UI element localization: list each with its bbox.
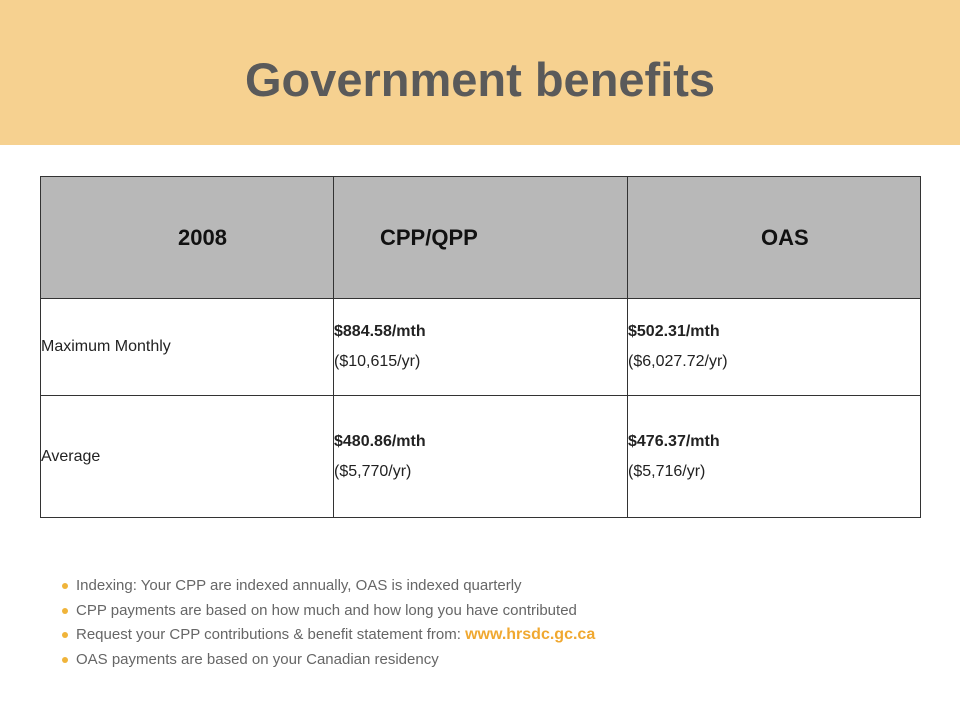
bullet-dot-icon: [62, 607, 68, 614]
bullet-text-request: Request your CPP contributions & benefit…: [76, 626, 466, 643]
oas-max-yearly: ($6,027.72/yr): [628, 353, 728, 370]
page-title: Government benefits: [244, 53, 716, 106]
cpp-avg-yearly: ($5,770/yr): [334, 462, 412, 480]
cpp-max-monthly: $884.58/mth: [334, 323, 426, 340]
cpp-avg-monthly: $480.86/mth: [334, 432, 426, 450]
header-year: 2008: [40, 176, 334, 299]
list-item: OAS payments are based on your Canadian …: [62, 648, 595, 673]
bullet-text-indexing: Indexing: Your CPP are indexed annually,…: [76, 577, 522, 594]
bullet-dot-icon: [62, 656, 68, 663]
bullet-dot-icon: [62, 632, 68, 638]
oas-avg-yearly: ($5,716/yr): [628, 462, 706, 480]
oas-max-monthly: $502.31/mth: [628, 323, 720, 340]
table-header-row: 2008 CPP/QPP OAS: [40, 176, 921, 299]
hrsdc-link[interactable]: www.hrsdc.gc.ca: [465, 626, 596, 643]
header-band: [0, 0, 960, 145]
benefits-table: 2008 CPP/QPP OAS Maximum Monthly $884.58…: [40, 176, 921, 518]
bullet-dot-icon: [62, 583, 68, 589]
cell-cpp-average: $480.86/mth ($5,770/yr): [333, 395, 628, 518]
list-item: Indexing: Your CPP are indexed annually,…: [62, 574, 595, 599]
list-item: Request your CPP contributions & benefit…: [62, 623, 595, 648]
bullet-list: Indexing: Your CPP are indexed annually,…: [62, 574, 595, 672]
table-row: Average $480.86/mth ($5,770/yr) $476.37/…: [40, 395, 921, 518]
row-label-average: Average: [40, 395, 334, 518]
cell-cpp-maximum: $884.58/mth ($10,615/yr): [333, 298, 628, 396]
list-item: CPP payments are based on how much and h…: [62, 599, 595, 624]
oas-avg-monthly: $476.37/mth: [628, 432, 720, 450]
bullet-text-residency: OAS payments are based on your Canadian …: [76, 650, 439, 668]
table-row: Maximum Monthly $884.58/mth ($10,615/yr)…: [40, 298, 921, 396]
cell-oas-maximum: $502.31/mth ($6,027.72/yr): [627, 298, 921, 396]
cell-oas-average: $476.37/mth ($5,716/yr): [627, 395, 921, 518]
bullet-text-contributions: CPP payments are based on how much and h…: [76, 601, 577, 619]
cpp-max-yearly: ($10,615/yr): [334, 353, 421, 370]
header-oas: OAS: [627, 176, 921, 299]
row-label-maximum-monthly: Maximum Monthly: [40, 298, 334, 396]
header-cpp-qpp: CPP/QPP: [333, 176, 628, 299]
